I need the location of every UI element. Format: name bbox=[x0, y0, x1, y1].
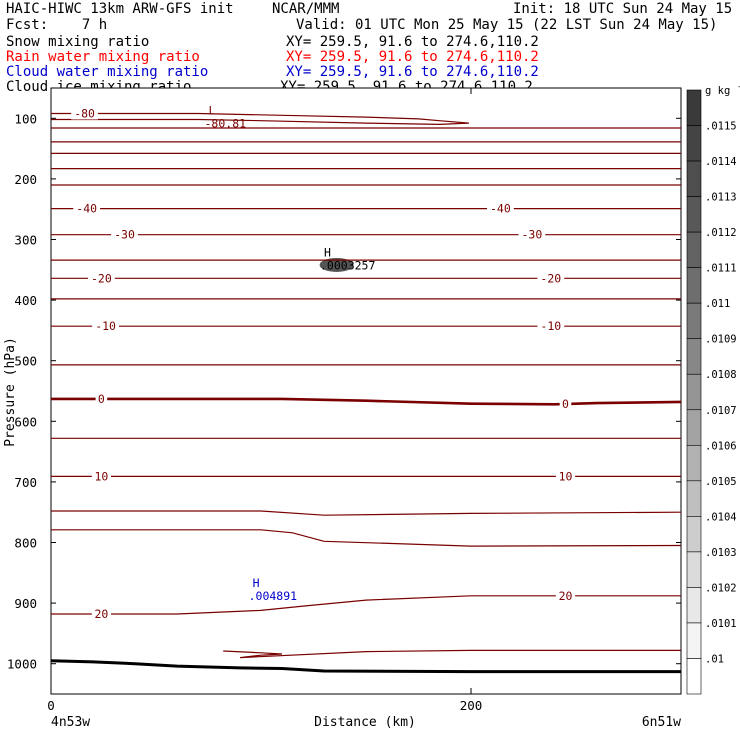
extremum-value: -80.81 bbox=[205, 116, 247, 130]
x-tick-label: 0 bbox=[47, 698, 55, 713]
contour-line bbox=[51, 595, 681, 615]
contour-label: -30 bbox=[114, 228, 135, 242]
y-tick-label: 800 bbox=[14, 536, 37, 551]
field-name-snow: Snow mixing ratio bbox=[6, 34, 150, 50]
y-tick-label: 1000 bbox=[7, 657, 37, 672]
colorbar-swatch bbox=[686, 160, 702, 197]
colorbar-label: .0104 bbox=[705, 511, 737, 523]
contour-label: -40 bbox=[490, 202, 511, 216]
colorbar-label: .0112 bbox=[705, 227, 737, 239]
contour-line bbox=[51, 397, 681, 406]
colorbar-swatch bbox=[686, 373, 702, 411]
colorbar-swatch bbox=[686, 89, 702, 126]
y-axis-label: Pressure (hPa) bbox=[3, 337, 18, 447]
header-source: NCAR/MMM bbox=[272, 1, 340, 17]
colorbar-label: .0107 bbox=[705, 405, 737, 417]
colorbar-label: .0105 bbox=[705, 476, 737, 488]
colorbar-swatch bbox=[686, 551, 702, 588]
contour-label: 10 bbox=[94, 469, 108, 483]
extremum-symbol: L bbox=[209, 103, 216, 117]
colorbar-swatch bbox=[686, 409, 702, 446]
contour-label: 0 bbox=[562, 397, 569, 411]
y-tick-label: 600 bbox=[14, 414, 37, 429]
colorbar-swatch bbox=[686, 480, 702, 517]
colorbar-label: .011 bbox=[705, 298, 730, 310]
colorbar-swatch bbox=[686, 338, 702, 375]
shaded-region bbox=[319, 257, 354, 272]
colorbar-label: .0111 bbox=[705, 263, 737, 275]
colorbar-swatch bbox=[686, 622, 702, 659]
field-name-rain: Rain water mixing ratio bbox=[6, 49, 200, 65]
extremum-symbol: H bbox=[324, 246, 331, 260]
terrain-surface bbox=[51, 659, 681, 674]
x-end-label-right: 6n51w bbox=[642, 715, 681, 730]
plot-area bbox=[50, 87, 682, 695]
contour-label: -40 bbox=[76, 202, 97, 216]
colorbar-label: .0108 bbox=[705, 369, 737, 381]
colorbar-swatch bbox=[686, 267, 702, 304]
y-tick-label: 200 bbox=[14, 172, 37, 187]
extremum-value: .0003257 bbox=[320, 259, 375, 273]
colorbar-swatch bbox=[686, 125, 702, 162]
extremum-symbol: H bbox=[253, 576, 260, 590]
colorbar-label: .01 bbox=[705, 653, 724, 665]
colorbar-label: .0101 bbox=[705, 618, 737, 630]
colorbar-swatch bbox=[686, 444, 702, 482]
header-forecast: Fcst: 7 h bbox=[6, 17, 108, 33]
x-end-label-left: 4n53w bbox=[51, 715, 90, 730]
colorbar-swatch bbox=[686, 516, 702, 553]
contour-label: -10 bbox=[95, 319, 116, 333]
y-tick-label: 900 bbox=[14, 596, 37, 611]
y-tick-label: 400 bbox=[14, 293, 37, 308]
y-tick-label: 500 bbox=[14, 354, 37, 369]
contour-line bbox=[223, 649, 681, 659]
colorbar-swatch bbox=[686, 587, 702, 624]
contour-label: 10 bbox=[559, 469, 573, 483]
colorbar-unit-exponent: -1 bbox=[737, 82, 740, 91]
colorbar-swatch bbox=[686, 196, 702, 233]
y-tick-label: 100 bbox=[14, 111, 37, 126]
header-title: HAIC-HIWC 13km ARW-GFS init bbox=[6, 1, 234, 17]
colorbar-label: .0102 bbox=[705, 582, 737, 594]
colorbar-label: .0114 bbox=[705, 156, 737, 168]
x-tick-label: 200 bbox=[460, 698, 483, 713]
contour-label: -30 bbox=[522, 228, 543, 242]
contour-label: -20 bbox=[540, 271, 561, 285]
colorbar-label: .0109 bbox=[705, 334, 737, 346]
y-tick-label: 300 bbox=[14, 233, 37, 248]
colorbar-unit: g kg bbox=[705, 85, 730, 97]
header-init: Init: 18 UTC Sun 24 May 15 bbox=[513, 1, 733, 17]
colorbar-swatch bbox=[686, 302, 702, 340]
contour-label: -10 bbox=[540, 319, 561, 333]
header-valid: Valid: 01 UTC Mon 25 May 15 (22 LST Sun … bbox=[296, 17, 718, 33]
colorbar-swatch bbox=[686, 231, 702, 268]
contour-label: 0 bbox=[98, 392, 105, 406]
x-axis-label: Distance (km) bbox=[314, 715, 416, 730]
colorbar-swatch bbox=[686, 658, 702, 695]
contour-label: -80 bbox=[74, 106, 95, 120]
field-xy-snow: XY= 259.5, 91.6 to 274.6,110.2 bbox=[286, 34, 539, 50]
contour-line bbox=[51, 510, 681, 516]
extremum-value: .004891 bbox=[249, 589, 298, 603]
colorbar-label: .0103 bbox=[705, 547, 737, 559]
y-tick-label: 700 bbox=[14, 475, 37, 490]
field-name-cloud-water: Cloud water mixing ratio bbox=[6, 64, 209, 80]
colorbar-label: .0113 bbox=[705, 192, 737, 204]
contour-label: 20 bbox=[559, 589, 573, 603]
field-xy-cloud-water: XY= 259.5, 91.6 to 274.6,110.2 bbox=[286, 64, 539, 80]
contour-line bbox=[51, 112, 469, 126]
contour-line bbox=[51, 529, 681, 547]
colorbar-label: .0106 bbox=[705, 440, 737, 452]
field-xy-rain: XY= 259.5, 91.6 to 274.6,110.2 bbox=[286, 49, 539, 65]
colorbar-label: .0115 bbox=[705, 121, 737, 133]
contour-label: 20 bbox=[94, 607, 108, 621]
contour-label: -20 bbox=[91, 271, 112, 285]
